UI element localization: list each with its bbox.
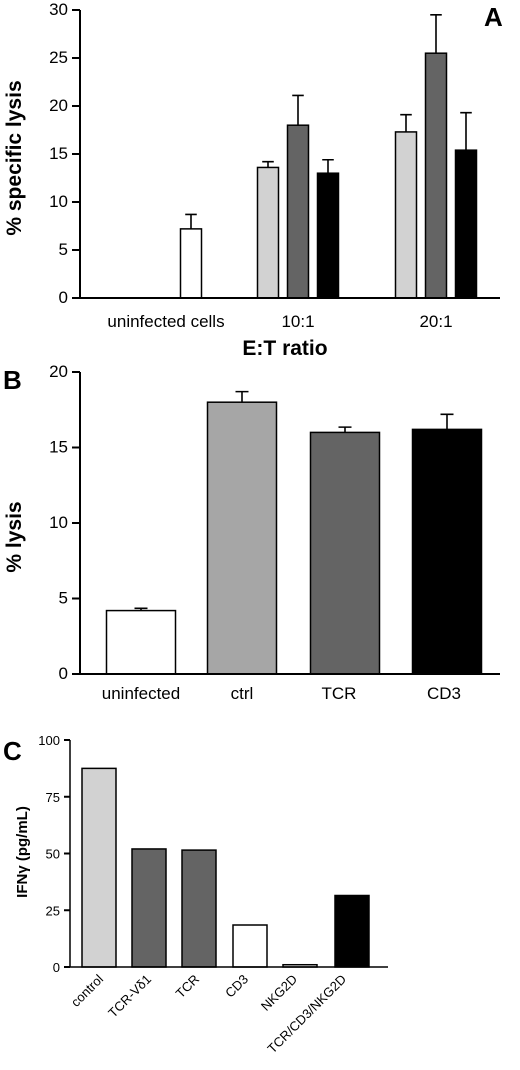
- panel-c-cat-cd3: CD3: [222, 972, 251, 1001]
- panel-b-bar: [206, 401, 278, 675]
- panel-c-y-ticks: 0 25 50 75 100: [38, 733, 70, 975]
- panel-b-bar: [411, 428, 483, 675]
- panel-c-bar: [232, 924, 268, 968]
- panel-a-y-tick-label: 10: [49, 192, 68, 211]
- panel-b-bar: [309, 431, 381, 675]
- panel-c-cat-nkg2d: NKG2D: [258, 972, 300, 1014]
- panel-a-bar-error-bar: [430, 14, 442, 54]
- panel-b-y-ticks: 0 5 10 15 20: [49, 362, 80, 683]
- panel-c-letter: C: [3, 736, 22, 766]
- panel-b-letter: B: [3, 365, 22, 395]
- panel-c-cat-tcr: TCR: [173, 972, 202, 1001]
- panel-a: A % specific lysis E:T ratio 0 5 10 15 20 25 3…: [3, 0, 503, 360]
- panel-a-bar-error-bar: [460, 111, 472, 151]
- panel-b-cat-uninfected: uninfected: [102, 684, 180, 703]
- panel-a-bar: [454, 149, 478, 299]
- panel-c-bar: [131, 848, 167, 968]
- panel-b-cat-ctrl: ctrl: [231, 684, 254, 703]
- panel-a-x-title: E:T ratio: [242, 337, 327, 360]
- panel-a-bar-error-bar: [292, 94, 304, 126]
- panel-b-y-tick-label: 0: [59, 664, 68, 683]
- panel-a-y-tick-label: 15: [49, 144, 68, 163]
- panel-c-y-tick-label: 0: [53, 960, 60, 975]
- panel-c-y-tick-label: 100: [38, 733, 60, 748]
- panel-c-category-labels: control TCR-Vδ1 TCR CD3 NKG2D TCR/CD3/NK…: [68, 971, 349, 1056]
- panel-a-category-labels: uninfected cells 10:1 20:1: [107, 312, 452, 331]
- panel-a-y-tick-label: 25: [49, 48, 68, 67]
- panel-b-bar-error-bar: [338, 426, 352, 433]
- panel-a-bar-error-bar: [185, 213, 197, 229]
- panel-a-bar: [394, 131, 418, 299]
- panel-a-bar: [424, 52, 448, 299]
- panel-a-y-ticks: 0 5 10 15 20 25 30: [49, 0, 80, 307]
- panel-c-y-title: IFNγ (pg/mL): [14, 806, 31, 898]
- panel-b-y-tick-label: 20: [49, 362, 68, 381]
- panel-c-y-tick-label: 75: [46, 790, 60, 805]
- panel-c-bar: [81, 767, 117, 968]
- panel-a-bars: [179, 14, 478, 299]
- panel-a-bar: [286, 124, 310, 299]
- panel-a-bar: [316, 172, 340, 299]
- panel-a-bar: [256, 166, 280, 299]
- panel-c-bars: [81, 767, 370, 968]
- panel-c-cat-tcr-vd1: TCR-Vδ1: [105, 972, 154, 1021]
- panel-b-bar-error-bar: [440, 413, 454, 430]
- panel-b-cat-tcr: TCR: [322, 684, 357, 703]
- panel-a-bar: [179, 228, 203, 299]
- panel-c-cat-control: control: [68, 971, 106, 1009]
- panel-c-bar: [181, 849, 217, 968]
- panel-a-cat-uninfected: uninfected cells: [107, 312, 224, 331]
- panel-c-y-tick-label: 50: [46, 847, 60, 862]
- panel-a-letter: A: [484, 2, 503, 32]
- panel-b: B % lysis 0 5 10 15 20 uninfected ctrl TCR C…: [3, 362, 500, 703]
- panel-a-y-tick-label: 5: [59, 240, 68, 259]
- panel-b-bar-error-bar: [134, 607, 148, 611]
- panel-a-y-title: % specific lysis: [3, 80, 26, 235]
- panel-b-bar-error-bar: [235, 390, 249, 403]
- panel-a-bar-error-bar: [400, 113, 412, 132]
- panel-b-bars: [105, 390, 483, 675]
- panel-b-y-title: % lysis: [3, 501, 26, 572]
- panel-a-cat-20-1: 20:1: [419, 312, 452, 331]
- panel-a-cat-10-1: 10:1: [281, 312, 314, 331]
- panel-b-bar: [105, 609, 177, 675]
- panel-b-category-labels: uninfected ctrl TCR CD3: [102, 684, 461, 703]
- panel-a-y-tick-label: 0: [59, 288, 68, 307]
- panel-c: C IFNγ (pg/mL) 0 25 50 75 100 control TCR-Vδ…: [3, 733, 388, 1056]
- panel-c-y-tick-label: 25: [46, 903, 60, 918]
- panel-b-y-tick-label: 15: [49, 438, 68, 457]
- panel-a-bar-error-bar: [262, 160, 274, 168]
- panel-c-bar: [334, 894, 370, 968]
- panel-a-y-tick-label: 30: [49, 0, 68, 19]
- panel-b-y-tick-label: 5: [59, 589, 68, 608]
- panel-a-y-tick-label: 20: [49, 96, 68, 115]
- panel-b-cat-cd3: CD3: [427, 684, 461, 703]
- panel-b-y-tick-label: 10: [49, 513, 68, 532]
- panel-a-bar-error-bar: [322, 158, 334, 174]
